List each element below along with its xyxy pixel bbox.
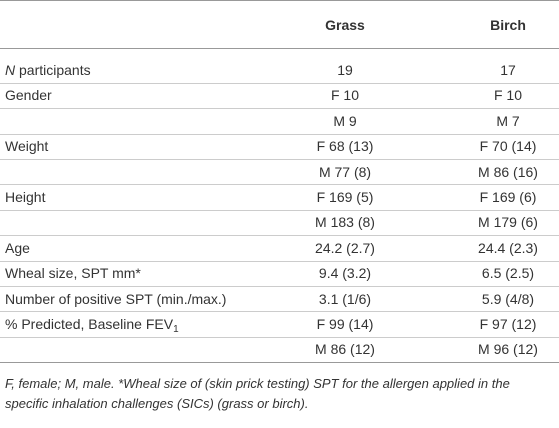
cell-value: M 183 (8)	[315, 214, 375, 231]
cell-value: 19	[337, 62, 353, 78]
row-rule	[0, 134, 559, 135]
footnote: F, female; M, male. *Wheal size of (skin…	[5, 376, 510, 411]
row-label: N participants	[5, 61, 91, 79]
cell-value: 3.1 (1/6)	[318, 290, 372, 307]
row-rule	[0, 83, 559, 84]
row-rule	[0, 286, 559, 287]
row-rule	[0, 184, 559, 185]
header-rule	[0, 48, 559, 49]
cell-value: F 70 (14)	[479, 138, 537, 155]
cell-value: M 179 (6)	[478, 214, 538, 231]
row-rule	[0, 311, 559, 312]
cell-value: F 169 (6)	[479, 189, 537, 205]
label-text: Wheal size, SPT mm*	[5, 265, 141, 282]
row-label: Wheal size, SPT mm*	[5, 264, 141, 282]
row-rule	[0, 261, 559, 262]
cell-value: F 169 (5)	[316, 189, 374, 205]
column-header: Grass	[325, 17, 365, 33]
row-rule	[0, 235, 559, 236]
cell-value: 5.9 (4/8)	[481, 290, 535, 307]
label-text: Age	[5, 239, 30, 256]
label-text: N	[5, 62, 16, 78]
cell-value: F 10	[493, 87, 522, 104]
row-rule	[0, 337, 559, 338]
cell-value: 17	[500, 62, 516, 78]
row-rule	[0, 210, 559, 211]
row-label: Number of positive SPT (min./max.)	[5, 290, 226, 308]
bottom-rule	[0, 362, 559, 363]
label-text: Gender	[5, 87, 52, 104]
cell-value: M 96 (12)	[478, 341, 538, 358]
row-rule	[0, 108, 559, 109]
cell-value: F 99 (14)	[316, 316, 374, 332]
column-header: Birch	[490, 17, 526, 33]
label-text: % Predicted, Baseline FEV	[5, 316, 174, 332]
cell-value: M 86 (12)	[315, 341, 375, 358]
cell-value: 9.4 (3.2)	[318, 265, 372, 282]
row-label: Height	[5, 188, 45, 206]
cell-value: F 97 (12)	[479, 316, 537, 332]
row-label: Gender	[5, 86, 52, 104]
row-label: % Predicted, Baseline FEV1	[5, 315, 179, 335]
row-rule	[0, 159, 559, 160]
label-text: Weight	[5, 138, 49, 155]
cell-value: F 68 (13)	[316, 138, 374, 155]
label-text: participants	[15, 62, 91, 78]
cell-value: 24.4 (2.3)	[478, 239, 538, 256]
cell-value: M 9	[333, 112, 357, 129]
row-label: Age	[5, 239, 30, 257]
cell-value: 6.5 (2.5)	[481, 265, 535, 282]
top-rule	[0, 0, 559, 1]
cell-value: M 86 (16)	[478, 163, 538, 180]
cell-value: M 77 (8)	[318, 163, 372, 180]
label-text: 1	[173, 324, 179, 335]
cell-value: F 10	[330, 87, 359, 104]
row-label: Weight	[5, 137, 48, 155]
label-text: Height	[5, 189, 46, 205]
cell-value: M 7	[496, 112, 520, 129]
label-text: Number of positive SPT (min./max.)	[5, 290, 227, 307]
cell-value: 24.2 (2.7)	[315, 239, 375, 256]
